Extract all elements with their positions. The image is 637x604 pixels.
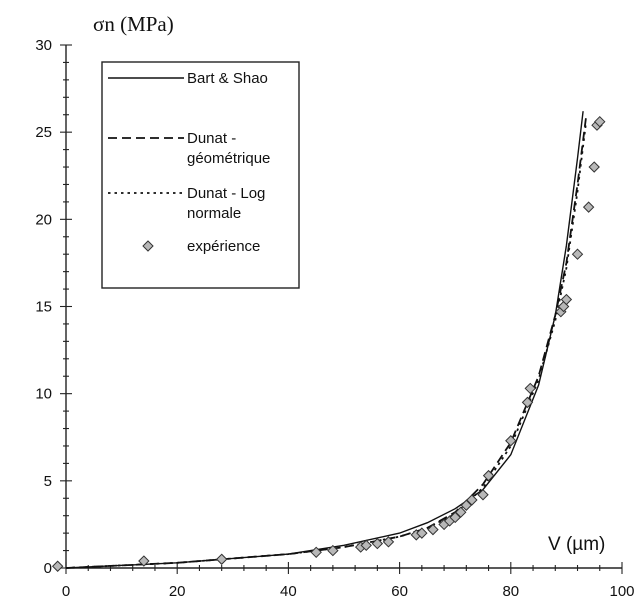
y-tick-label: 20	[35, 211, 52, 228]
legend: Bart & Shao Dunat - géométrique Dunat - Log…	[101, 61, 300, 289]
data-point	[360, 539, 372, 552]
data-point	[427, 523, 439, 536]
data-point	[371, 537, 384, 550]
series-layer	[51, 111, 606, 572]
data-point	[594, 115, 606, 128]
x-axis-title: V (µm)	[548, 534, 605, 555]
data-point	[460, 499, 473, 511]
data-point	[521, 396, 534, 409]
data-point	[138, 555, 150, 567]
y-tick-label: 0	[44, 560, 52, 577]
series-1	[65, 111, 584, 569]
x-axis: 0 20 40 60 80 100	[62, 562, 635, 600]
data-point	[477, 489, 489, 501]
y-axis: 0 5 10 15 20 25 30	[35, 37, 72, 577]
series-3	[65, 123, 587, 569]
data-point	[382, 536, 395, 548]
data-point	[449, 511, 461, 524]
data-point	[51, 560, 64, 572]
legend-label: Bart & Shao	[187, 70, 268, 87]
data-point	[416, 527, 428, 539]
data-point	[588, 161, 600, 173]
data-point	[327, 544, 339, 557]
x-tick-label: 60	[391, 583, 408, 600]
legend-box	[101, 61, 300, 289]
y-axis-title: σn (MPa)	[93, 12, 174, 36]
data-point	[582, 201, 595, 213]
series-line	[65, 118, 587, 569]
x-tick-label: 20	[169, 583, 186, 600]
x-tick-label: 80	[502, 583, 519, 600]
series-4	[51, 115, 606, 572]
y-tick-label: 25	[35, 124, 52, 141]
y-tick-label: 30	[35, 37, 52, 54]
y-tick-label: 10	[35, 386, 52, 403]
legend-label: Dunat -	[187, 130, 236, 147]
data-point	[560, 293, 573, 306]
series-2	[65, 118, 587, 569]
data-point	[215, 553, 228, 565]
data-point	[455, 506, 467, 518]
data-point	[466, 494, 478, 506]
data-point	[482, 469, 495, 482]
data-point	[571, 248, 584, 260]
legend-label: Dunat - Log	[187, 185, 265, 202]
series-line	[65, 123, 587, 569]
legend-label: normale	[187, 205, 241, 222]
x-tick-label: 100	[609, 583, 634, 600]
legend-label: géométrique	[187, 150, 270, 167]
legend-marker	[142, 240, 154, 252]
legend-label: expérience	[187, 238, 260, 255]
data-point	[524, 382, 536, 395]
y-tick-label: 5	[44, 473, 52, 490]
x-tick-label: 40	[280, 583, 297, 600]
data-point	[310, 546, 322, 559]
series-line	[65, 111, 584, 569]
y-tick-label: 15	[35, 299, 52, 316]
x-tick-label: 0	[62, 583, 70, 600]
data-point	[505, 435, 517, 447]
